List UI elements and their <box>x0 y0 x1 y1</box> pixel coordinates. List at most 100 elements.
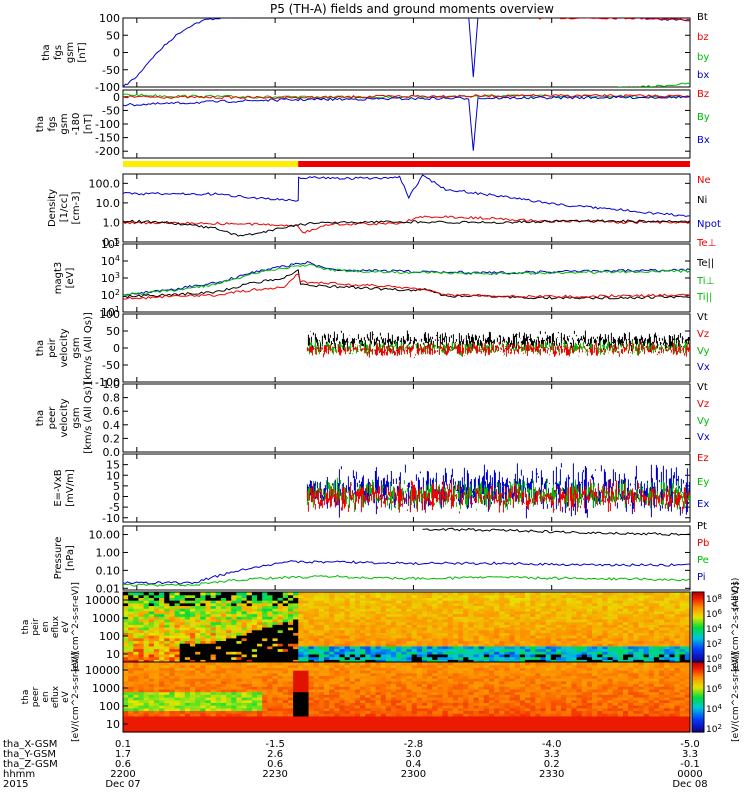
spectrogram-cell <box>504 643 511 647</box>
spectrogram-cell <box>277 667 284 671</box>
spectrogram-cell <box>504 651 511 655</box>
spectrogram-cell <box>195 602 201 607</box>
spectrogram-cell <box>576 640 583 644</box>
spectrogram-cell <box>287 697 294 701</box>
spectrogram-cell <box>143 699 150 703</box>
spectrogram-cell <box>669 597 676 601</box>
spectrogram-cell <box>550 648 557 652</box>
spectrogram-cell <box>633 608 640 612</box>
spectrogram-cell <box>385 680 392 685</box>
spectrogram-cell <box>164 675 170 679</box>
spectrogram-cell <box>298 667 304 671</box>
spectrogram-cell <box>401 592 408 596</box>
spectrogram-cell <box>416 629 423 633</box>
series-line-green <box>123 575 690 587</box>
spectrogram-cell <box>241 683 248 687</box>
y-tick-label: 5 <box>113 480 120 493</box>
spectrogram-cell <box>421 635 428 639</box>
spectrogram-cell <box>308 613 315 617</box>
spectrogram-cell <box>210 594 217 598</box>
spectrogram-cell <box>251 718 258 722</box>
spectrogram-cell <box>617 610 624 615</box>
spectrogram-cell <box>354 618 361 623</box>
spectrogram-cell <box>210 707 217 712</box>
spectrogram-cell <box>432 680 439 685</box>
spectrogram-cell <box>174 618 181 623</box>
spectrogram-cell <box>360 592 366 596</box>
spectrogram-cell <box>272 613 279 617</box>
spectrogram-cell <box>622 592 629 596</box>
spectrogram-cell <box>231 702 237 706</box>
spectrogram-cell <box>494 602 500 607</box>
spectrogram-cell <box>427 729 433 733</box>
spectrogram-cell <box>298 715 304 720</box>
spectrogram-cell <box>669 624 676 628</box>
legend-item: by <box>697 52 709 63</box>
spectrogram-cell <box>123 662 129 666</box>
spectrogram-cell <box>169 627 176 631</box>
colorbar-swatch <box>692 593 704 597</box>
spectrogram-cell <box>401 718 408 722</box>
spectrogram-cell <box>504 600 511 604</box>
spectrogram-cell <box>452 645 459 650</box>
spectrogram-cell <box>385 721 392 725</box>
spectrogram-cell <box>272 610 279 615</box>
spectrogram-cell <box>236 592 243 596</box>
spectrogram-cell <box>530 602 536 607</box>
spectrogram-cell <box>684 592 691 596</box>
spectrogram-cell <box>473 592 480 596</box>
spectrogram-cell <box>427 618 433 623</box>
spectrogram-cell <box>622 608 629 612</box>
spectrogram-cell <box>607 635 614 639</box>
spectrogram-cell <box>421 656 428 660</box>
spectrogram-cell <box>339 640 346 644</box>
spectrogram-cell <box>298 729 304 733</box>
y-tick-label: -100 <box>95 376 120 389</box>
spectrogram-cell <box>184 721 191 725</box>
spectrogram-cell <box>385 715 392 720</box>
spectrogram-cell <box>324 618 330 623</box>
spectrogram-cell <box>421 683 428 687</box>
spectrogram-cell <box>262 613 268 617</box>
spectrogram-cell <box>153 680 160 685</box>
spectrogram-cell <box>530 645 536 650</box>
spectrogram-cell <box>123 645 129 650</box>
spectrogram-cell <box>365 667 372 671</box>
spectrogram-cell <box>628 600 634 604</box>
spectrogram-cell <box>246 664 253 668</box>
spectrogram-cell <box>416 670 423 674</box>
spectrogram-cell <box>581 645 588 650</box>
spectrogram-cell <box>437 678 444 682</box>
spectrogram-cell <box>329 600 335 604</box>
spectrogram-cell <box>396 618 402 623</box>
spectrogram-cell <box>421 645 428 650</box>
spectrogram-cell <box>669 605 676 609</box>
spectrogram-cell <box>638 627 645 631</box>
spectrogram-cell <box>432 678 439 682</box>
spectrogram-cell <box>447 656 454 660</box>
spectrogram-cell <box>324 680 330 685</box>
spectrogram-cell <box>391 718 397 722</box>
spectrogram-cell <box>308 621 315 625</box>
spectrogram-cell <box>277 721 284 725</box>
legend-item: Te⊥ <box>696 238 716 249</box>
spectrogram-cell <box>659 640 665 644</box>
spectrogram-cell <box>308 624 315 628</box>
spectrogram-cell <box>210 635 217 639</box>
spectrogram-cell <box>483 648 490 652</box>
spectrogram-cell <box>396 678 402 682</box>
y-tick-label: 0.6 <box>103 405 121 418</box>
spectrogram-cell <box>241 675 248 679</box>
spectrogram-cell <box>447 672 454 677</box>
spectrogram-cell <box>592 621 598 625</box>
spectrogram-cell <box>401 715 408 720</box>
colorbar-swatch <box>692 599 704 602</box>
spectrogram-cell <box>669 600 676 604</box>
spectrogram-cell <box>617 645 624 650</box>
spectrogram-cell <box>530 616 536 620</box>
spectrogram-cell <box>226 624 232 628</box>
spectrogram-cell <box>396 721 402 725</box>
spectrogram-cell <box>210 729 217 733</box>
spectrogram-cell <box>190 670 196 674</box>
spectrogram-cell <box>293 629 299 633</box>
